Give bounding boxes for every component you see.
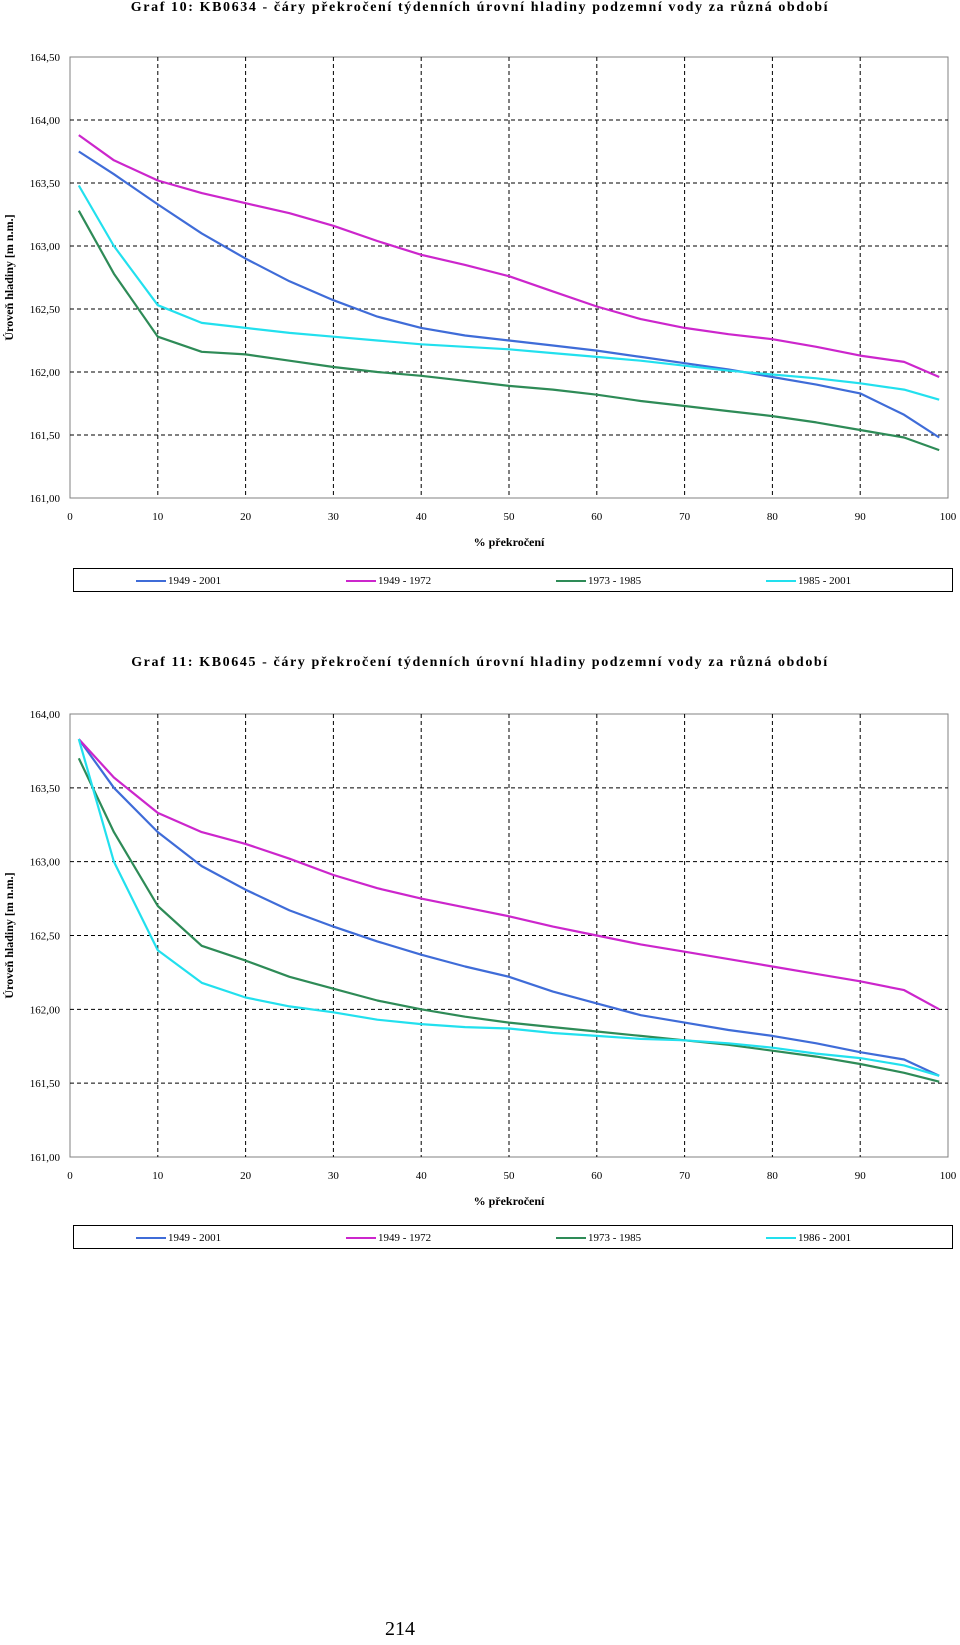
y-tick-label: 164,00 [30,709,61,721]
x-tick-label: 0 [67,1170,73,1182]
y-tick-label: 164,50 [30,52,61,64]
series-line [77,757,940,1083]
legend-label: 1949 - 2001 [168,575,222,587]
x-tick-label: 10 [152,1170,164,1182]
chart-legend: 1949 - 2001 1949 - 1972 1973 - 1985 1986 - … [73,1225,953,1249]
legend-swatch [346,580,376,582]
legend-label: 1986 - 2001 [798,1232,852,1244]
y-tick-label: 162,00 [30,367,61,379]
x-tick-label: 60 [591,1170,603,1182]
x-tick-label: 20 [240,1170,252,1182]
legend-swatch [766,580,796,582]
x-tick-label: 40 [416,511,428,523]
legend-label: 1949 - 1972 [378,575,432,587]
x-tick-label: 90 [855,511,867,523]
x-tick-label: 30 [328,511,340,523]
x-tick-label: 20 [240,511,252,523]
legend-swatch [556,580,586,582]
x-tick-label: 70 [679,1170,691,1182]
chart-title: Graf 10: KB0634 - čáry překročení týdenn… [130,0,830,15]
legend-label: 1973 - 1985 [588,1232,642,1244]
x-tick-label: 90 [855,1170,867,1182]
x-tick-label: 100 [940,1170,957,1182]
y-tick-label: 161,00 [30,493,61,505]
x-tick-label: 100 [940,511,957,523]
legend-label: 1949 - 1972 [378,1232,432,1244]
legend-swatch [556,1237,586,1239]
y-tick-label: 163,00 [30,241,61,253]
y-tick-label: 161,50 [30,430,61,442]
series-line [78,150,940,439]
chart-title: Graf 11: KB0645 - čáry překročení týdenn… [131,655,829,670]
y-tick-label: 162,50 [30,304,61,316]
x-tick-label: 80 [767,1170,779,1182]
x-tick-label: 50 [504,511,516,523]
x-tick-label: 70 [679,511,691,523]
x-tick-label: 0 [67,511,73,523]
chart-graf-11: Graf 11: KB0645 - čáry překročení týdenn… [0,655,960,1255]
chart-legend: 1949 - 2001 1949 - 1972 1973 - 1985 1985 - … [73,568,953,592]
legend-swatch [136,1237,166,1239]
series-line [77,738,940,1077]
y-tick-label: 162,00 [30,1004,61,1016]
y-tick-label: 161,50 [30,1078,61,1090]
x-axis-label: % překročení [474,1194,545,1208]
series-line [77,210,940,452]
legend-swatch [136,580,166,582]
y-axis-label: Úroveň hladiny [m n.m.] [2,214,16,340]
x-tick-label: 30 [328,1170,340,1182]
y-tick-label: 163,00 [30,857,61,869]
y-tick-label: 161,00 [30,1152,61,1164]
x-tick-label: 40 [416,1170,428,1182]
x-tick-label: 80 [767,511,779,523]
line-chart-plot: 161,00 161,50 162,00 162,50 163,00 163,50 164,… [2,709,957,1208]
y-tick-label: 163,50 [30,783,61,795]
legend-swatch [346,1237,376,1239]
legend-swatch [766,1237,796,1239]
y-axis-label: Úroveň hladiny [m n.m.] [2,872,16,998]
legend-label: 1973 - 1985 [588,575,642,587]
x-tick-label: 60 [591,511,603,523]
legend-label: 1949 - 2001 [168,1232,222,1244]
series-line [77,738,940,1077]
series-line [78,134,940,379]
chart-graf-10: Graf 10: KB0634 - čáry překročení týdenn… [0,0,960,600]
y-tick-label: 164,00 [30,115,61,127]
y-tick-label: 162,50 [30,931,61,943]
page-number: 214 [385,1618,415,1640]
x-axis-label: % překročení [474,535,545,549]
line-chart-plot: 161,00 161,50 162,00 162,50 163,00 163,50 164,… [2,52,957,549]
x-tick-label: 10 [152,511,164,523]
series-line [77,738,940,1011]
legend-label: 1985 - 2001 [798,575,852,587]
x-tick-label: 50 [504,1170,516,1182]
series-line [77,184,940,401]
y-tick-label: 163,50 [30,178,61,190]
